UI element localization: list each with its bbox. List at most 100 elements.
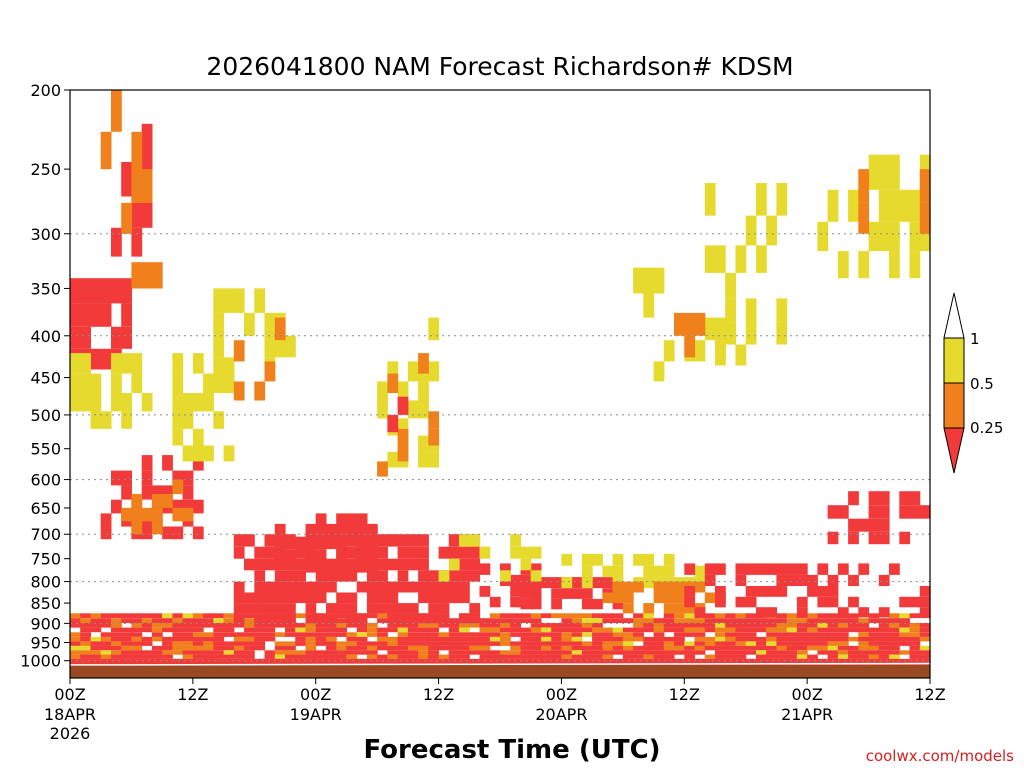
field-cell [428, 613, 440, 624]
field-cell [223, 632, 235, 637]
field-cell [510, 622, 521, 628]
field-cell [387, 414, 399, 433]
field-cell [182, 632, 194, 637]
field-cell [100, 303, 112, 327]
field-cell [90, 636, 102, 642]
field-cell [213, 627, 225, 633]
field-cell [868, 636, 880, 642]
field-cell [438, 592, 450, 604]
field-cell [643, 641, 655, 646]
field-cell [500, 654, 511, 659]
field-cell [858, 636, 870, 642]
field-cell [725, 627, 736, 633]
field-cell [182, 445, 194, 462]
field-cell [305, 627, 317, 633]
field-cell [80, 393, 91, 412]
field-cell [684, 654, 696, 659]
field-cell [172, 627, 184, 633]
field-cell [878, 618, 890, 623]
field-cell [315, 613, 327, 624]
field-cell [735, 632, 747, 637]
field-cell [581, 553, 593, 566]
field-cell [418, 381, 429, 401]
field-cell [377, 534, 388, 547]
field-cell [244, 618, 255, 623]
field-cell [80, 654, 91, 659]
y-tick-label: 1000 [20, 652, 61, 671]
field-cell [766, 654, 777, 659]
field-cell [326, 654, 337, 659]
field-cell [899, 632, 911, 637]
field-cell [80, 618, 91, 623]
field-cell [633, 645, 644, 651]
field-cell [377, 381, 388, 401]
field-cell [203, 618, 214, 623]
field-cell [776, 563, 788, 575]
field-cell [735, 627, 747, 633]
field-cell [469, 546, 481, 559]
field-cell [387, 650, 399, 655]
field-cell [111, 353, 122, 374]
field-cell [448, 546, 460, 559]
field-cell [858, 622, 870, 628]
field-cell [459, 627, 470, 633]
field-cell [674, 641, 685, 646]
field-cell [428, 451, 440, 468]
field-cell [786, 654, 798, 659]
field-cell [100, 278, 112, 304]
field-cell [418, 613, 429, 624]
field-cell [489, 596, 501, 608]
field-cell [346, 526, 358, 540]
field-cell [694, 340, 706, 362]
field-cell [121, 278, 132, 304]
field-cell [274, 645, 286, 651]
field-cell [315, 549, 327, 561]
field-cell [377, 632, 388, 637]
field-cell [756, 618, 767, 623]
field-cell [776, 627, 788, 633]
field-cell [694, 581, 706, 593]
field-cell [326, 570, 337, 582]
field-cell [111, 641, 122, 646]
field-cell [592, 627, 603, 633]
field-cell [817, 618, 829, 623]
field-cell [315, 654, 327, 659]
field-cell [704, 627, 716, 633]
field-cell [162, 485, 173, 500]
field-cell [704, 592, 716, 604]
field-cell [571, 627, 583, 633]
field-cell [428, 636, 440, 642]
field-cell [776, 622, 788, 628]
field-cell [663, 641, 675, 646]
field-cell [541, 645, 552, 651]
field-cell [581, 588, 593, 599]
field-cell [233, 632, 245, 637]
field-cell [100, 632, 112, 637]
field-cell [131, 262, 143, 289]
field-cell [315, 636, 327, 642]
field-cell [244, 622, 255, 628]
y-tick-label: 900 [30, 614, 61, 633]
field-cell [796, 563, 808, 575]
field-cell [684, 603, 696, 614]
field-cell [162, 613, 173, 619]
field-cell [346, 546, 358, 559]
y-tick-label: 250 [30, 160, 61, 179]
field-cell [858, 169, 870, 203]
field-cell [438, 632, 450, 637]
field-cell [305, 654, 317, 659]
field-cell [530, 632, 542, 637]
field-cell [223, 645, 235, 651]
field-cell [479, 636, 491, 642]
field-cell [807, 618, 818, 623]
y-tick-label: 450 [30, 369, 61, 388]
field-cell [418, 622, 429, 628]
field-cell [377, 581, 388, 593]
colorbar-bin-0.25-0.5 [943, 382, 965, 429]
field-cell [377, 558, 388, 571]
field-cell [602, 632, 614, 637]
field-cell [581, 613, 593, 619]
field-cell [786, 613, 798, 619]
field-cell [407, 603, 419, 614]
field-cell [541, 650, 552, 655]
